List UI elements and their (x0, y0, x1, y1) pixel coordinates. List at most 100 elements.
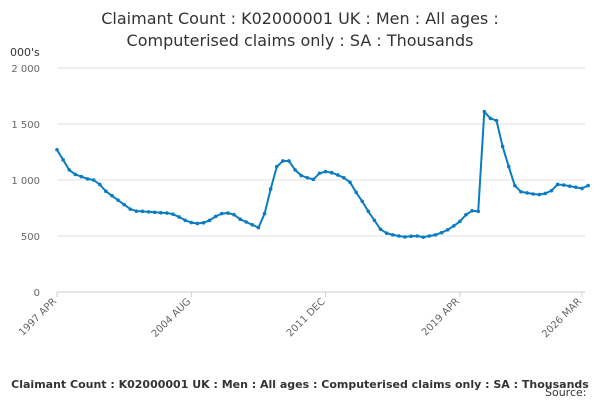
data-point (67, 168, 72, 172)
data-point (519, 189, 523, 194)
data-point (439, 230, 444, 235)
data-point (574, 185, 578, 190)
data-point (195, 221, 200, 226)
series-line (56, 110, 589, 239)
data-point (183, 218, 187, 223)
data-point (213, 214, 218, 219)
data-point (232, 212, 236, 217)
data-point (378, 227, 383, 232)
data-point (85, 177, 90, 181)
data-point (73, 172, 78, 177)
data-point (482, 109, 487, 114)
data-point (201, 220, 206, 225)
data-point (543, 191, 548, 196)
data-point (586, 183, 590, 188)
data-point (262, 211, 267, 216)
data-point (317, 171, 322, 176)
data-point (531, 192, 535, 196)
data-point (281, 159, 285, 163)
data-point (354, 190, 358, 195)
data-point (256, 225, 261, 230)
data-point (128, 207, 133, 211)
data-point (390, 233, 395, 237)
data-point (329, 170, 334, 175)
data-point (116, 198, 120, 202)
data-point (250, 223, 255, 227)
y-tick-label: 0 (34, 288, 40, 299)
data-point (513, 183, 517, 188)
data-point (360, 199, 365, 204)
data-point (366, 209, 371, 214)
data-point (323, 169, 328, 174)
footer: Claimant Count : K02000001 UK : Men : Al… (11, 378, 589, 391)
data-point (409, 234, 413, 239)
data-point (464, 212, 468, 217)
y-tick-label: 500 (21, 232, 40, 243)
data-point (244, 220, 249, 224)
data-point (293, 168, 297, 172)
data-point (165, 211, 169, 215)
x-tick-label: 2011 DEC (285, 296, 328, 339)
data-point (525, 191, 529, 195)
data-point (158, 210, 163, 215)
x-tick-label: 1997 APR (17, 296, 59, 338)
x-tick-label: 2019 APR (420, 296, 462, 338)
data-point (549, 188, 554, 193)
data-point (104, 189, 108, 193)
data-point (226, 211, 230, 215)
data-point (567, 184, 572, 188)
data-point (305, 175, 310, 180)
y-axis-label: 000's (10, 46, 40, 59)
data-point (336, 173, 340, 177)
data-point (537, 192, 542, 197)
data-point (171, 212, 175, 216)
data-point (177, 215, 181, 219)
data-point (189, 220, 194, 225)
data-point (348, 180, 352, 185)
data-point (384, 231, 389, 235)
data-point (494, 118, 499, 123)
data-point (91, 178, 96, 182)
data-point (470, 209, 474, 213)
x-tick-label: 2004 AUG (150, 296, 194, 340)
chart-title: Computerised claims only : SA : Thousand… (127, 31, 474, 50)
chart-title: Claimant Count : K02000001 UK : Men : Al… (101, 9, 499, 28)
data-point (299, 173, 303, 178)
data-point (311, 177, 316, 182)
source: Source: (545, 386, 587, 399)
data-point (427, 234, 432, 238)
data-point (561, 183, 566, 187)
y-tick-label: 2 000 (11, 64, 40, 75)
data-point (421, 235, 426, 239)
data-point (122, 202, 126, 207)
data-point (445, 228, 450, 232)
data-point (433, 233, 438, 237)
data-point (397, 234, 401, 238)
data-point (403, 235, 407, 239)
data-point (110, 193, 114, 198)
data-point (238, 217, 242, 221)
y-tick-label: 1 500 (11, 120, 40, 131)
data-point (61, 158, 65, 162)
data-point (268, 187, 273, 191)
data-point (506, 164, 511, 169)
x-tick-label: 2026 MAR (540, 296, 584, 340)
data-point (152, 210, 157, 215)
data-point (79, 174, 84, 179)
data-point (146, 210, 151, 214)
data-point (555, 182, 560, 187)
y-tick-label: 1 000 (11, 176, 40, 187)
data-point (415, 234, 419, 238)
data-point (372, 218, 377, 223)
data-point (452, 224, 456, 228)
data-point (55, 147, 59, 152)
data-point (287, 159, 291, 163)
data-point (220, 211, 224, 216)
data-point (458, 219, 462, 224)
data-point (488, 116, 493, 121)
data-point (134, 209, 139, 213)
data-point (580, 186, 584, 191)
data-point (500, 144, 505, 149)
data-point (274, 164, 279, 169)
